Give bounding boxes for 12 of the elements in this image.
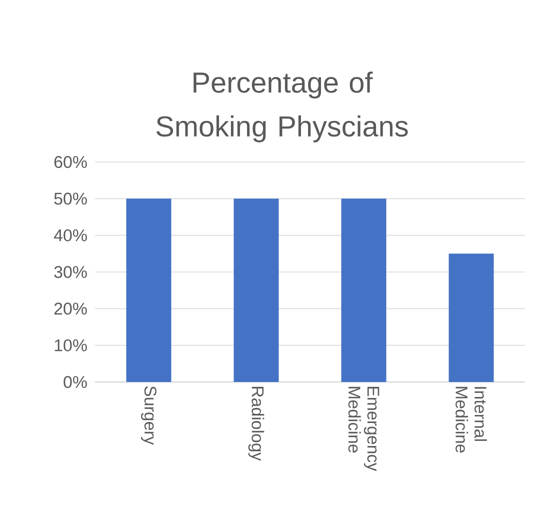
y-tick-label: 20% (54, 302, 87, 315)
x-tick-label: Internal Medicine (456, 386, 487, 453)
y-tick-label: 40% (54, 229, 87, 242)
chart-title: Percentage of Smoking Physcians (156, 72, 408, 142)
y-tick-label: 60% (54, 156, 87, 168)
y-tick-label: 50% (54, 192, 87, 205)
y-tick-label: 0% (64, 376, 87, 388)
x-tick-label: Surgery (141, 386, 156, 445)
x-tick-label: Radiology (248, 386, 264, 461)
y-tick-label: 30% (54, 266, 87, 278)
y-tick-label: 10% (54, 339, 87, 352)
x-tick-label: Emergency Medicine (348, 386, 380, 472)
